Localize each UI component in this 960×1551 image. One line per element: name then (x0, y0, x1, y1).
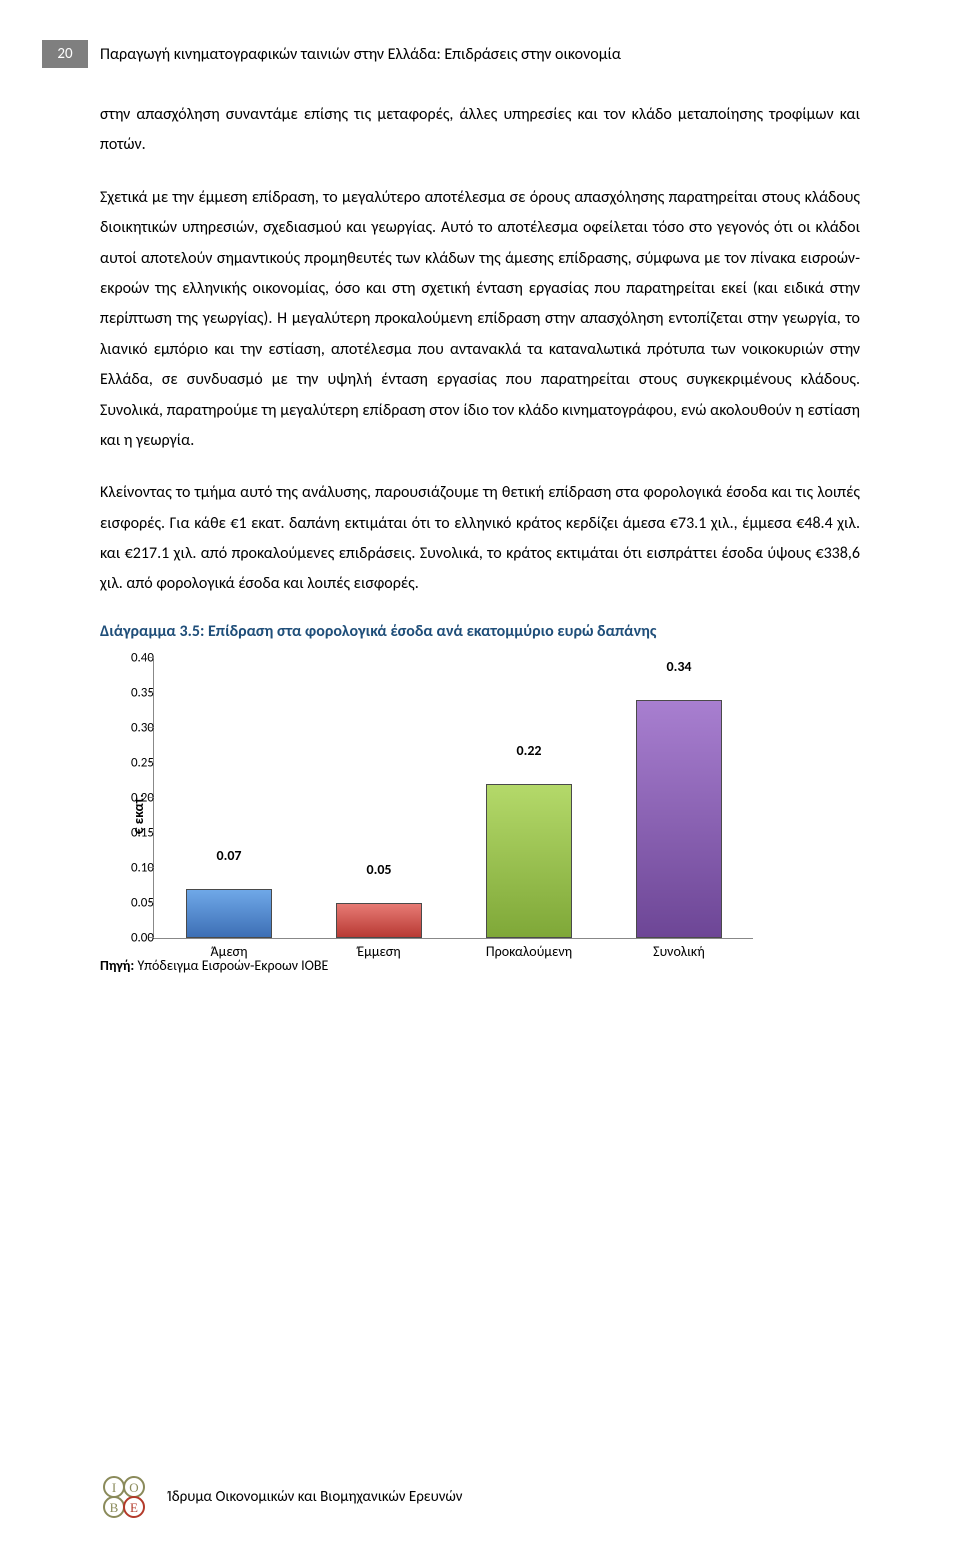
svg-text:Ε: Ε (130, 1500, 138, 1515)
chart-y-tick-label: 0.25 (104, 755, 154, 770)
chart-bar-value-label: 0.05 (336, 861, 422, 882)
chart-y-tick-mark (149, 762, 154, 763)
footer-org-name: Ίδρυμα Οικονομικών και Βιομηχανικών Ερευ… (168, 1488, 463, 1506)
iobe-logo-icon: Ι Ο Β Ε (100, 1473, 148, 1521)
bar-chart: € εκατ. 0.000.050.100.150.200.250.300.35… (130, 659, 860, 939)
chart-bar (486, 784, 572, 938)
chart-bar (186, 889, 272, 938)
body-paragraph-2: Σχετικά με την έμμεση επίδραση, το μεγαλ… (100, 183, 860, 457)
chart-bar-value-label: 0.34 (636, 658, 722, 679)
chart-x-category-label: Άμεση (169, 943, 289, 960)
chart-x-category-label: Προκαλούμενη (469, 943, 589, 960)
chart-y-tick-mark (149, 832, 154, 833)
chart-bar-value-label: 0.07 (186, 847, 272, 868)
body-paragraph-3: Κλείνοντας το τμήμα αυτό της ανάλυσης, π… (100, 478, 860, 600)
chart-y-tick-mark (149, 727, 154, 728)
svg-text:Β: Β (110, 1500, 119, 1515)
chart-y-tick-mark (149, 657, 154, 658)
chart-y-tick-mark (149, 902, 154, 903)
chart-bar (636, 700, 722, 938)
chart-y-tick-label: 0.40 (104, 650, 154, 665)
page-footer: Ι Ο Β Ε Ίδρυμα Οικονομικών και Βιομηχανι… (100, 1473, 463, 1521)
chart-y-tick-label: 0.00 (104, 930, 154, 945)
chart-x-category-label: Έμμεση (319, 943, 439, 960)
chart-x-category-label: Συνολική (619, 943, 739, 960)
chart-y-tick-mark (149, 797, 154, 798)
page-header: 20 Παραγωγή κινηματογραφικών ταινιών στη… (100, 40, 860, 68)
chart-bar (336, 903, 422, 938)
running-title: Παραγωγή κινηματογραφικών ταινιών στην Ε… (100, 45, 621, 64)
chart-y-tick-label: 0.10 (104, 860, 154, 875)
chart-y-tick-mark (149, 867, 154, 868)
chart-caption: Διάγραμμα 3.5: Επίδραση στα φορολογικά έ… (100, 622, 860, 641)
chart-y-tick-mark (149, 937, 154, 938)
chart-bar-value-label: 0.22 (486, 742, 572, 763)
chart-y-tick-label: 0.30 (104, 720, 154, 735)
chart-y-tick-label: 0.05 (104, 895, 154, 910)
chart-y-tick-mark (149, 692, 154, 693)
svg-text:Ο: Ο (129, 1480, 138, 1495)
chart-y-tick-label: 0.20 (104, 790, 154, 805)
body-paragraph-1: στην απασχόληση συναντάμε επίσης τις μετ… (100, 100, 860, 161)
chart-y-tick-label: 0.15 (104, 825, 154, 840)
chart-plot-area: 0.000.050.100.150.200.250.300.350.400.07… (153, 659, 753, 939)
chart-y-tick-label: 0.35 (104, 685, 154, 700)
page-number: 20 (42, 40, 88, 68)
source-label: Πηγή: (100, 957, 134, 974)
svg-text:Ι: Ι (112, 1480, 116, 1495)
